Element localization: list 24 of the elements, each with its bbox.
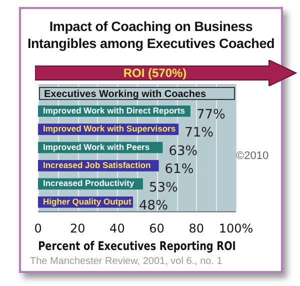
x-tick-label: 80 [188,222,204,236]
data-label: 61% [164,162,194,178]
y-tick-label: Increased Productivity [43,178,134,188]
text: The Manchester Review, 2001, vol 6., no. 1 [30,256,222,267]
data-label: 53% [148,180,178,196]
x-tick-label: 40 [110,222,125,236]
y-tick-label: Improved Work with Peers [43,142,150,152]
data-label: 71% [184,126,214,141]
y-tick-label: Improved Work with Direct Reports [43,105,186,116]
text: ROI (570%) [122,65,188,82]
y-tick-label: Improved Work with Supervisors [43,124,176,134]
chart-title: Impact of Coaching on Business Intangibles among Executives Coached [26,18,276,52]
x-axis-title: Percent of Executives Reporting ROI [38,238,236,254]
data-label: 63% [168,144,198,159]
x-tick-label: 100% [218,222,254,236]
x-tick-label: 0 [34,222,42,236]
data-label: 48% [139,198,168,214]
x-tick-label: 20 [70,222,86,236]
x-tick-label: 60 [149,222,164,236]
data-label: 77% [196,107,226,122]
y-tick-label: Increased Job Satisfaction [43,160,151,170]
text: Executives Working with Coaches [44,88,207,100]
y-tick-label: Higher Quality Output [43,196,132,206]
annotation: ©2010 [236,150,269,162]
